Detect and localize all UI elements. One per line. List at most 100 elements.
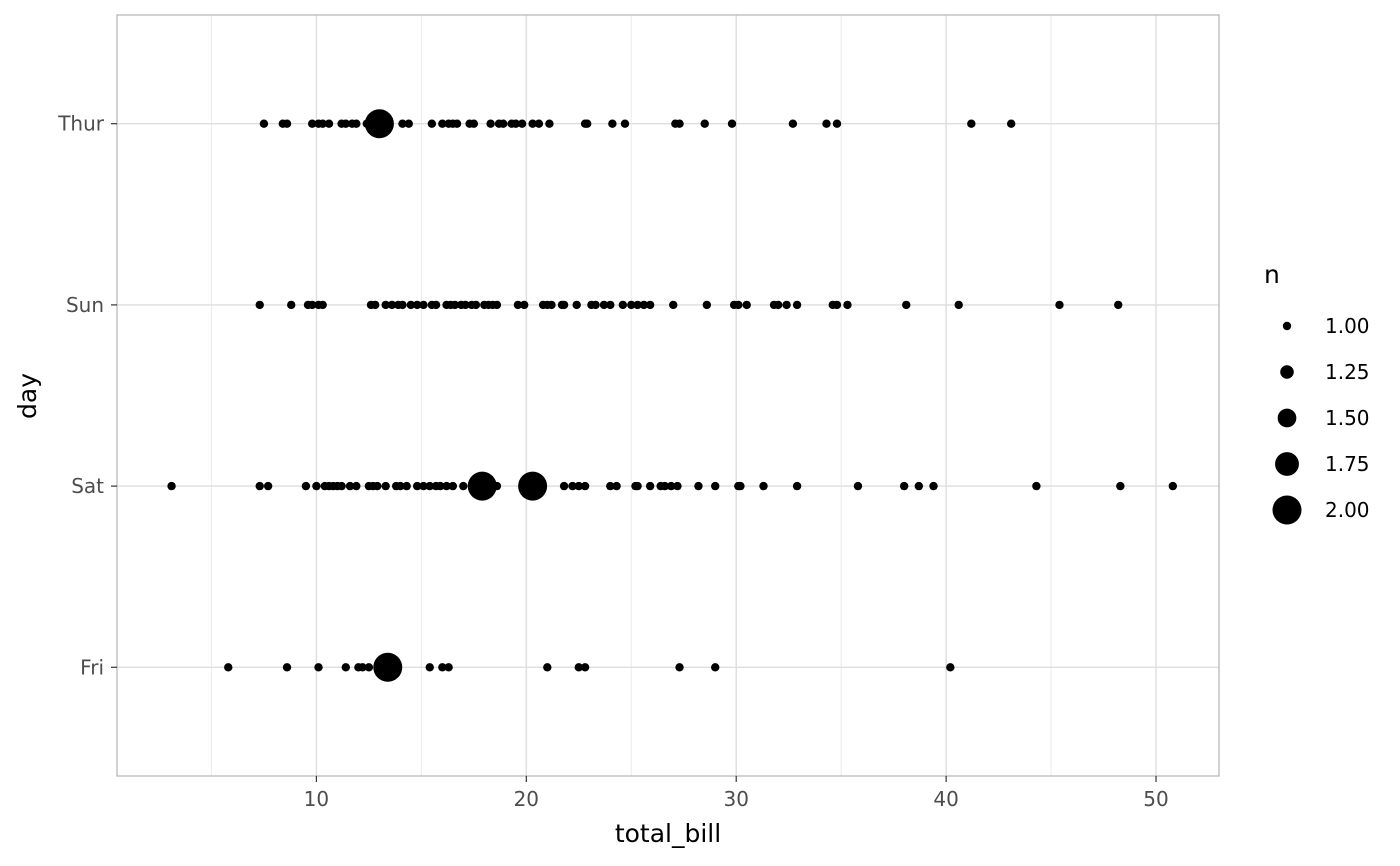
data-point-sat [373, 481, 382, 491]
legend-key [1275, 452, 1299, 476]
data-point-thur [788, 119, 798, 128]
data-point-sun [618, 300, 628, 310]
data-point-thur [499, 119, 508, 128]
x-axis-ticks: 10 20 30 40 50 [304, 776, 1169, 811]
data-point-thur [545, 119, 554, 128]
data-point-thur [318, 119, 327, 128]
data-point-sun [492, 300, 502, 310]
data-point-sat [518, 471, 548, 501]
y-tick-label: Fri [80, 655, 104, 679]
legend-label: 1.50 [1325, 406, 1370, 430]
data-point-sun [774, 300, 783, 310]
data-point-sun [606, 300, 615, 310]
data-point-thur [511, 119, 521, 128]
legend-label: 1.25 [1325, 360, 1370, 384]
data-point-sun [702, 300, 712, 310]
data-point-sat [436, 481, 445, 491]
data-point-fri [580, 663, 590, 672]
data-point-sun [559, 300, 569, 310]
size-legend: n 1.00 1.25 1.50 1.75 2.00 [1264, 260, 1370, 525]
data-point-sun [742, 300, 751, 310]
data-point-sat [853, 481, 863, 491]
y-tick-label: Sun [66, 293, 104, 317]
data-point-thur [469, 119, 479, 128]
data-point-sun [287, 300, 296, 310]
data-point-thur [438, 119, 447, 128]
data-point-thur [364, 109, 394, 139]
data-point-sat [312, 481, 321, 491]
data-point-sun [461, 300, 470, 310]
data-point-thur [259, 119, 269, 128]
data-point-sat [1168, 481, 1178, 491]
data-point-sat [381, 481, 390, 491]
data-point-sat [929, 481, 938, 491]
data-point-sun [1114, 300, 1123, 310]
data-point-sat [606, 481, 615, 491]
data-point-fri [425, 663, 434, 672]
data-point-sun [645, 300, 655, 310]
data-point-thur [352, 119, 361, 128]
data-point-sat [792, 481, 802, 491]
data-point-sun [572, 300, 581, 310]
data-point-fri [711, 663, 720, 672]
data-point-sun [431, 300, 441, 310]
data-point-thur [1006, 119, 1016, 128]
data-point-thur [398, 119, 407, 128]
data-point-thur [967, 119, 976, 128]
data-point-sat [574, 481, 583, 491]
data-point-thur [341, 119, 350, 128]
data-point-fri [341, 663, 350, 672]
data-point-thur [832, 119, 842, 128]
data-point-fri [224, 663, 233, 672]
legend-label: 1.00 [1325, 314, 1370, 338]
data-point-sat [459, 481, 468, 491]
data-point-thur [324, 119, 334, 128]
data-point-sat [412, 481, 422, 491]
data-point-sat [666, 481, 676, 491]
data-point-thur [620, 119, 630, 128]
data-point-sat [396, 481, 405, 491]
data-point-thur [608, 119, 617, 128]
data-point-sun [387, 300, 397, 310]
y-tick-label: Thur [57, 112, 105, 136]
data-point-sat [255, 481, 264, 491]
data-point-sun [599, 300, 609, 310]
data-point-thur [404, 119, 413, 128]
legend-key [1280, 365, 1294, 379]
x-tick-label: 50 [1143, 787, 1168, 811]
data-point-sat [559, 481, 569, 491]
data-point-sat [402, 481, 411, 491]
data-point-sun [627, 300, 636, 310]
data-point-fri [574, 663, 583, 672]
data-point-sat [694, 481, 703, 491]
data-point-sun [513, 300, 523, 310]
data-point-thur [486, 119, 495, 128]
data-point-sat [1116, 481, 1125, 491]
data-point-fri [438, 663, 447, 672]
data-point-thur [727, 119, 737, 128]
legend-key [1282, 321, 1292, 331]
y-tick-label: Sat [71, 474, 104, 498]
data-point-fri [364, 663, 374, 672]
data-point-fri [282, 663, 292, 672]
data-point-sun [412, 300, 422, 310]
x-tick-label: 30 [723, 787, 748, 811]
data-point-sat [419, 481, 428, 491]
data-point-sat [673, 481, 682, 491]
x-tick-label: 20 [514, 787, 539, 811]
data-point-sun [419, 300, 428, 310]
data-point-sat [568, 481, 577, 491]
panel-border [116, 14, 1220, 777]
x-tick-label: 10 [304, 787, 329, 811]
x-tick-label: 40 [933, 787, 958, 811]
data-point-fri [675, 663, 684, 672]
data-point-thur [582, 119, 592, 128]
y-axis-title: day [13, 373, 42, 419]
data-point-sat [442, 481, 451, 491]
data-point-sun [370, 300, 380, 310]
data-point-sat [352, 481, 361, 491]
data-point-sun [318, 300, 327, 310]
data-point-sat [1032, 481, 1041, 491]
